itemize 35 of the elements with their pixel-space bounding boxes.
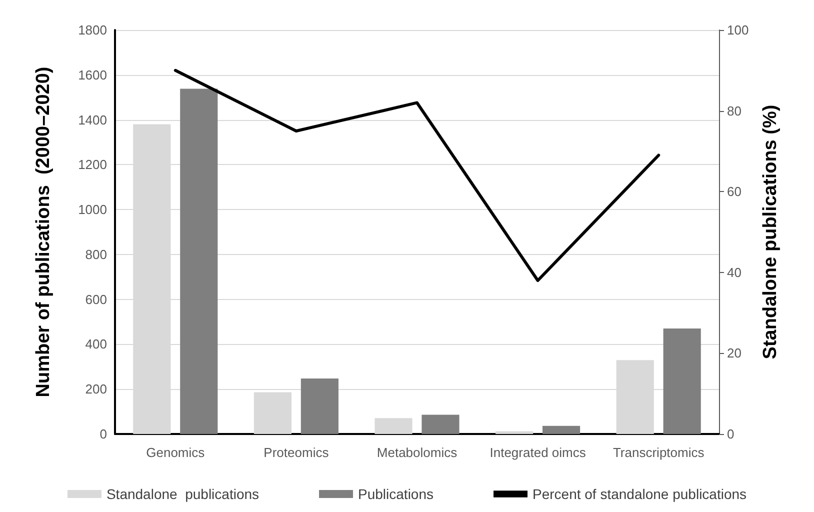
- y2-tick-label: 60: [727, 184, 742, 200]
- y-tick-label: 1800: [78, 22, 107, 38]
- bar: [254, 392, 292, 434]
- y2-axis-title: Standalone publications (%): [760, 104, 781, 360]
- x-tick-label: Metabolomics: [376, 445, 458, 460]
- y2-tick-label: 100: [727, 22, 749, 38]
- bar: [422, 414, 460, 434]
- y2-tick-label: 20: [727, 346, 742, 361]
- y-tick-label: 1600: [78, 67, 107, 82]
- x-tick-label: Transcriptomics: [612, 445, 705, 460]
- bar: [496, 431, 534, 434]
- legend-label: Percent of standalone publications: [532, 486, 747, 502]
- y-tick-label: 400: [85, 336, 107, 352]
- y-tick-label: 0: [100, 426, 107, 442]
- y-tick-label: 1000: [78, 202, 107, 218]
- line-series: [174, 68, 660, 282]
- x-tick-label: Integrated oimcs: [490, 445, 586, 460]
- bar: [542, 426, 580, 434]
- bar: [180, 88, 218, 434]
- y2-tick-label: 0: [727, 426, 734, 442]
- x-tick-label: Proteomics: [264, 445, 330, 460]
- y-tick-label: 1200: [78, 157, 107, 172]
- y-tick-label: 200: [85, 382, 107, 397]
- y2-tick-label: 80: [727, 103, 742, 118]
- y2-tick-label: 40: [727, 264, 742, 280]
- legend-label: Publications: [358, 486, 434, 502]
- y-tick-label: 800: [85, 246, 107, 262]
- bar: [300, 378, 338, 434]
- bar: [374, 418, 412, 434]
- x-tick-label: Genomics: [146, 445, 206, 460]
- y-axis-title: Number of publications (2000–2020): [33, 66, 54, 398]
- bar: [663, 328, 701, 434]
- y-tick-label: 1400: [78, 112, 107, 128]
- y-tick-label: 600: [85, 292, 107, 307]
- legend-label: Standalone publications: [106, 486, 260, 502]
